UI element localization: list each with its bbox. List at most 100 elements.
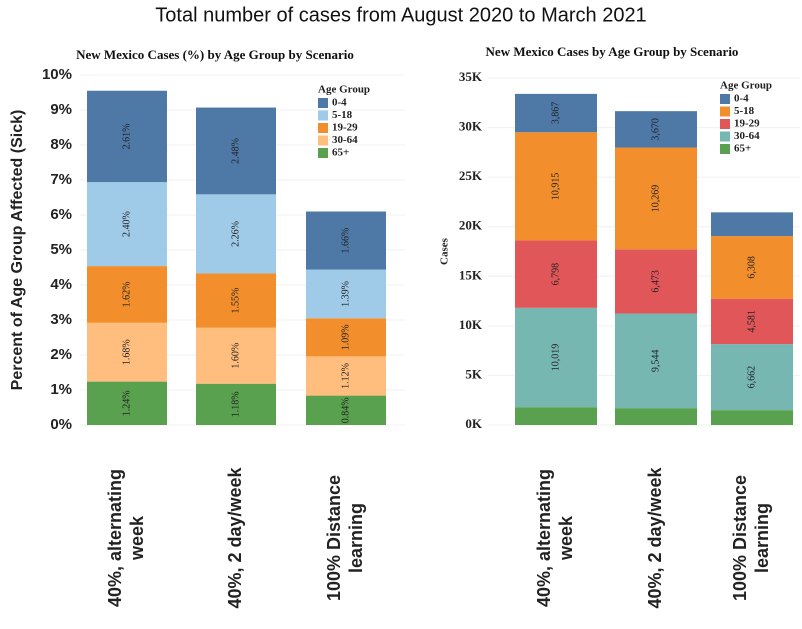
y-tick-label: 5% xyxy=(50,241,72,258)
value-label: 2.40% xyxy=(121,211,132,237)
value-label: 1.12% xyxy=(340,363,351,389)
value-label: 3,670 xyxy=(650,118,661,141)
bar-segment xyxy=(196,273,276,328)
bar-segment xyxy=(306,395,386,425)
y-tick-label: 3% xyxy=(50,311,72,328)
bar-segment xyxy=(515,93,597,133)
legend-swatch xyxy=(318,110,328,121)
value-label: 1.39% xyxy=(340,281,351,307)
bar-segment xyxy=(515,132,597,241)
value-label: 1.68% xyxy=(121,339,132,365)
y-tick-label: 0K xyxy=(465,416,483,431)
y-tick-label: 4% xyxy=(50,276,72,293)
value-label: 10,915 xyxy=(550,173,561,201)
value-label: 2.61% xyxy=(121,124,132,150)
value-label: 1.18% xyxy=(230,391,241,417)
bar-segment xyxy=(87,182,167,267)
value-label: 4,581 xyxy=(746,310,757,333)
y-tick-label: 10K xyxy=(459,317,483,332)
legend-label: 30-64 xyxy=(332,134,358,146)
legend-title: Age Group xyxy=(318,84,370,96)
value-label: 0.84% xyxy=(340,397,351,423)
bar-segment xyxy=(306,269,386,319)
y-tick-label: 0% xyxy=(50,416,72,433)
bar-segment xyxy=(711,236,793,299)
bar-segment xyxy=(711,212,793,237)
bar-segment xyxy=(615,111,697,148)
legend-swatch xyxy=(318,98,328,108)
legend-title: Age Group xyxy=(720,80,772,92)
y-tick-label: 6% xyxy=(50,206,72,223)
value-label: 2.48% xyxy=(230,138,241,164)
x-tick-label: 40%, 2 day/week xyxy=(225,466,245,608)
value-label: 10,269 xyxy=(650,185,661,213)
value-label: 1.60% xyxy=(230,343,241,369)
chart-title: New Mexico Cases (%) by Age Group by Sce… xyxy=(76,47,354,62)
bar-segment xyxy=(196,194,276,274)
legend-label: 0-4 xyxy=(332,97,347,109)
legend-label: 5-18 xyxy=(734,105,755,117)
y-tick-label: 30K xyxy=(459,119,483,134)
bar-segment xyxy=(711,298,793,345)
bar-segment xyxy=(615,408,697,425)
legend-label: 5-18 xyxy=(332,109,353,121)
value-label: 6,798 xyxy=(550,263,561,286)
x-tick-label: 40%, alternating xyxy=(105,469,125,607)
bar-segment xyxy=(615,249,697,314)
chart-title: New Mexico Cases by Age Group by Scenari… xyxy=(486,44,739,59)
value-label: 1.55% xyxy=(230,288,241,314)
bar-segment xyxy=(515,407,597,425)
value-label: 2.26% xyxy=(230,221,241,247)
bar-segment xyxy=(306,211,386,270)
bar-segment xyxy=(87,381,167,425)
bar-segment xyxy=(196,107,276,195)
value-label: 6,473 xyxy=(650,270,661,293)
value-label: 1.24% xyxy=(121,390,132,416)
legend-label: 19-29 xyxy=(734,118,760,130)
y-tick-label: 9% xyxy=(50,101,72,118)
legend-label: 0-4 xyxy=(734,93,749,105)
y-tick-label: 1% xyxy=(50,381,72,398)
bar-segment xyxy=(711,344,793,411)
legend-label: 30-64 xyxy=(734,130,760,142)
x-tick-label: 100% Distance xyxy=(324,475,344,601)
y-tick-label: 7% xyxy=(50,171,72,188)
bar-segment xyxy=(711,410,793,425)
bar-segment xyxy=(515,240,597,308)
x-tick-label: 40%, 2 day/week xyxy=(645,466,665,608)
x-tick-label: 40%, alternating xyxy=(534,469,554,607)
bar-segment xyxy=(87,90,167,183)
bar-segment xyxy=(87,322,167,382)
y-axis-label: Cases xyxy=(439,237,451,265)
value-label: 1.09% xyxy=(340,324,351,350)
y-tick-label: 20K xyxy=(459,218,483,233)
value-label: 10,019 xyxy=(550,344,561,372)
legend-swatch xyxy=(318,148,328,158)
bar-segment xyxy=(615,313,697,409)
bar-segment xyxy=(615,147,697,250)
y-tick-label: 15K xyxy=(459,267,483,282)
page-title: Total number of cases from August 2020 t… xyxy=(155,4,646,26)
bar-segment xyxy=(196,383,276,425)
legend-swatch xyxy=(318,123,328,133)
x-tick-label: learning xyxy=(752,503,772,573)
y-tick-label: 5K xyxy=(465,366,483,381)
legend-swatch xyxy=(720,131,730,142)
y-axis-label: Percent of Age Group Affected (Sick) xyxy=(9,110,26,391)
legend-label: 19-29 xyxy=(332,122,358,134)
y-tick-label: 25K xyxy=(459,168,483,183)
value-label: 9,544 xyxy=(650,350,661,373)
value-label: 6,662 xyxy=(746,366,757,389)
bar-segment xyxy=(515,307,597,408)
bar-segment xyxy=(87,266,167,323)
legend-swatch xyxy=(318,135,328,146)
legend-label: 65+ xyxy=(332,147,349,159)
x-tick-label: week xyxy=(127,515,147,561)
legend-swatch xyxy=(720,94,730,104)
value-label: 3,867 xyxy=(550,102,561,125)
legend-label: 65+ xyxy=(734,143,751,155)
y-tick-label: 2% xyxy=(50,346,72,363)
y-tick-label: 35K xyxy=(459,69,483,84)
value-label: 6,308 xyxy=(746,256,757,279)
